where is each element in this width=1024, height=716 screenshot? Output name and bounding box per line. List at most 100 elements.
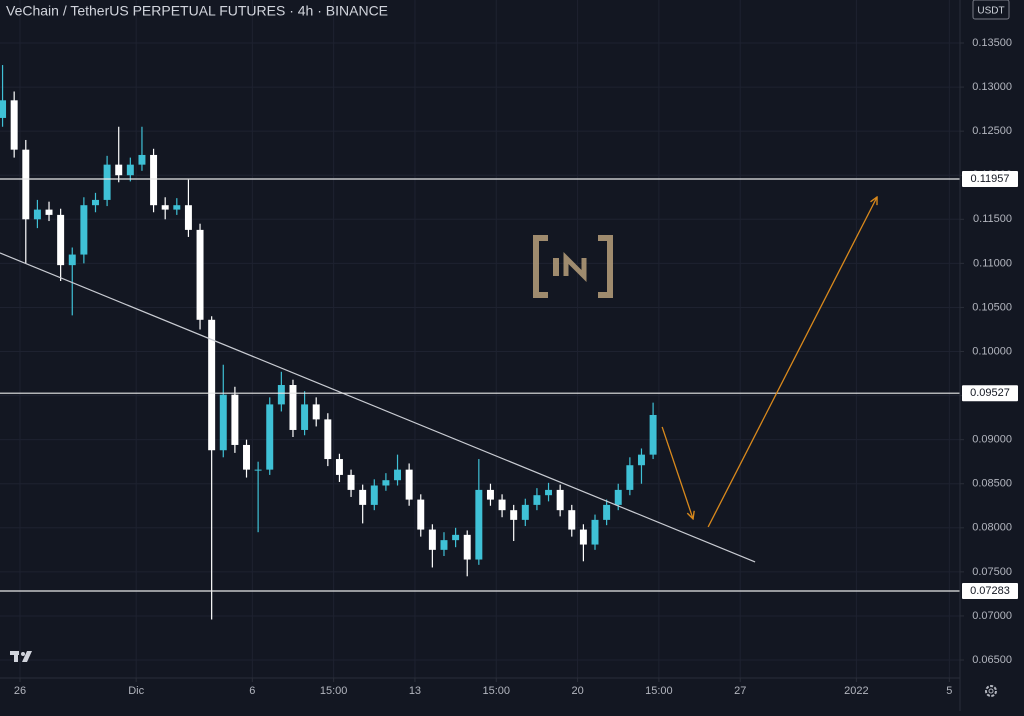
y-tick-label: 0.10000: [972, 345, 1012, 357]
candle-body: [498, 499, 506, 511]
candle-body: [161, 205, 169, 210]
candle-body: [57, 214, 65, 266]
y-tick-label: 0.07500: [972, 566, 1012, 578]
candle-body: [173, 205, 181, 210]
tv-logo: [10, 651, 32, 662]
level-label: 0.09527: [970, 387, 1010, 399]
candle-body: [521, 504, 529, 520]
candle-body: [428, 529, 436, 550]
level-label: 0.07283: [970, 585, 1010, 597]
candle-body: [312, 404, 320, 420]
candle-body: [335, 459, 343, 475]
candle-body: [452, 534, 460, 541]
level-label-box: [962, 171, 1018, 188]
candle-body: [614, 489, 622, 505]
candle-body: [0, 100, 7, 118]
x-tick-label: Dic: [128, 685, 144, 697]
y-tick-label: 0.10500: [972, 301, 1012, 313]
candle-body: [463, 534, 471, 560]
grid: [0, 0, 960, 678]
candle-body: [266, 404, 274, 470]
x-tick-label: 20: [571, 685, 583, 697]
candle-body: [115, 164, 123, 176]
candle-body: [68, 254, 76, 266]
y-tick-label: 0.11500: [973, 213, 1012, 225]
x-tick-label: 15:00: [482, 685, 510, 697]
candle-body: [208, 319, 216, 451]
level-label-box: [962, 583, 1018, 600]
candle-body: [289, 385, 297, 430]
y-tick-label: 0.13000: [972, 81, 1012, 93]
level-label: 0.11957: [971, 173, 1010, 185]
x-tick-label: 27: [734, 685, 746, 697]
x-tick-label: 5: [946, 685, 952, 697]
y-tick-label: 0.12500: [972, 125, 1012, 137]
candle-body: [138, 154, 146, 165]
candle-body: [277, 385, 285, 405]
x-tick-label: 26: [14, 685, 26, 697]
candle-body: [184, 205, 192, 230]
y-tick-label: 0.07000: [972, 610, 1012, 622]
x-tick-label: 2022: [844, 685, 868, 697]
y-tick-label: 0.11000: [973, 257, 1012, 269]
candle-body: [545, 489, 553, 496]
x-tick-label: 6: [249, 685, 255, 697]
x-tick-label: 15:00: [645, 685, 673, 697]
candle-body: [510, 510, 518, 520]
candle-body: [603, 504, 611, 520]
candle-body: [382, 480, 390, 486]
y-tick-label: 0.08500: [972, 478, 1012, 490]
candle-body: [301, 404, 309, 430]
candle-body: [324, 419, 332, 460]
candle-body: [231, 394, 239, 445]
level-label-box: [962, 385, 1018, 402]
candle-body: [649, 414, 657, 455]
candle-body: [579, 529, 587, 545]
candle-body: [370, 485, 378, 505]
candle-body: [359, 489, 367, 505]
candle-body: [243, 444, 250, 470]
x-tick-label: 15:00: [320, 685, 348, 697]
candle-body: [394, 469, 402, 481]
y-tick-label: 0.09000: [972, 434, 1012, 446]
candle-body: [219, 394, 227, 451]
projection-arrow: [661, 426, 693, 519]
candle-body: [196, 229, 204, 320]
candle-body: [10, 100, 18, 150]
projection-arrow: [707, 197, 877, 528]
trendline: [0, 252, 756, 563]
chart-title: VeChain / TetherUS PERPETUAL FUTURES · 4…: [6, 3, 388, 19]
y-tick-label: 0.06500: [972, 654, 1012, 666]
candle-body: [347, 474, 355, 490]
candle-body: [254, 469, 262, 471]
axes: 0.06500 0.07000 0.07500 0.08000 0.08500 0.090…: [14, 37, 1018, 697]
currency-box: [972, 0, 1010, 20]
candle-body: [126, 164, 134, 176]
candle-body: [405, 469, 413, 500]
candle-body: [556, 489, 564, 511]
y-tick-label: 0.08000: [972, 522, 1012, 534]
candle-body: [440, 540, 448, 550]
candle-body: [80, 205, 88, 255]
y-tick-label: 0.13500: [972, 37, 1012, 49]
candle-body: [568, 510, 576, 530]
watermark-logo: [533, 235, 613, 298]
candle-body: [417, 499, 425, 530]
candle-body: [33, 209, 41, 220]
candle-body: [150, 154, 158, 206]
x-tick-label: 13: [409, 685, 421, 697]
candle-body: [45, 209, 53, 215]
candle-body: [475, 489, 483, 560]
candle-body: [626, 465, 634, 490]
plot: [0, 65, 960, 620]
candle-body: [591, 519, 599, 545]
candle-body: [103, 164, 111, 200]
candle-body: [533, 495, 541, 505]
candle-body: [22, 149, 30, 220]
candle-body: [486, 489, 494, 500]
currency-label: USDT: [977, 6, 1004, 17]
candle-body: [92, 199, 99, 206]
settings-icon[interactable]: [985, 685, 997, 697]
